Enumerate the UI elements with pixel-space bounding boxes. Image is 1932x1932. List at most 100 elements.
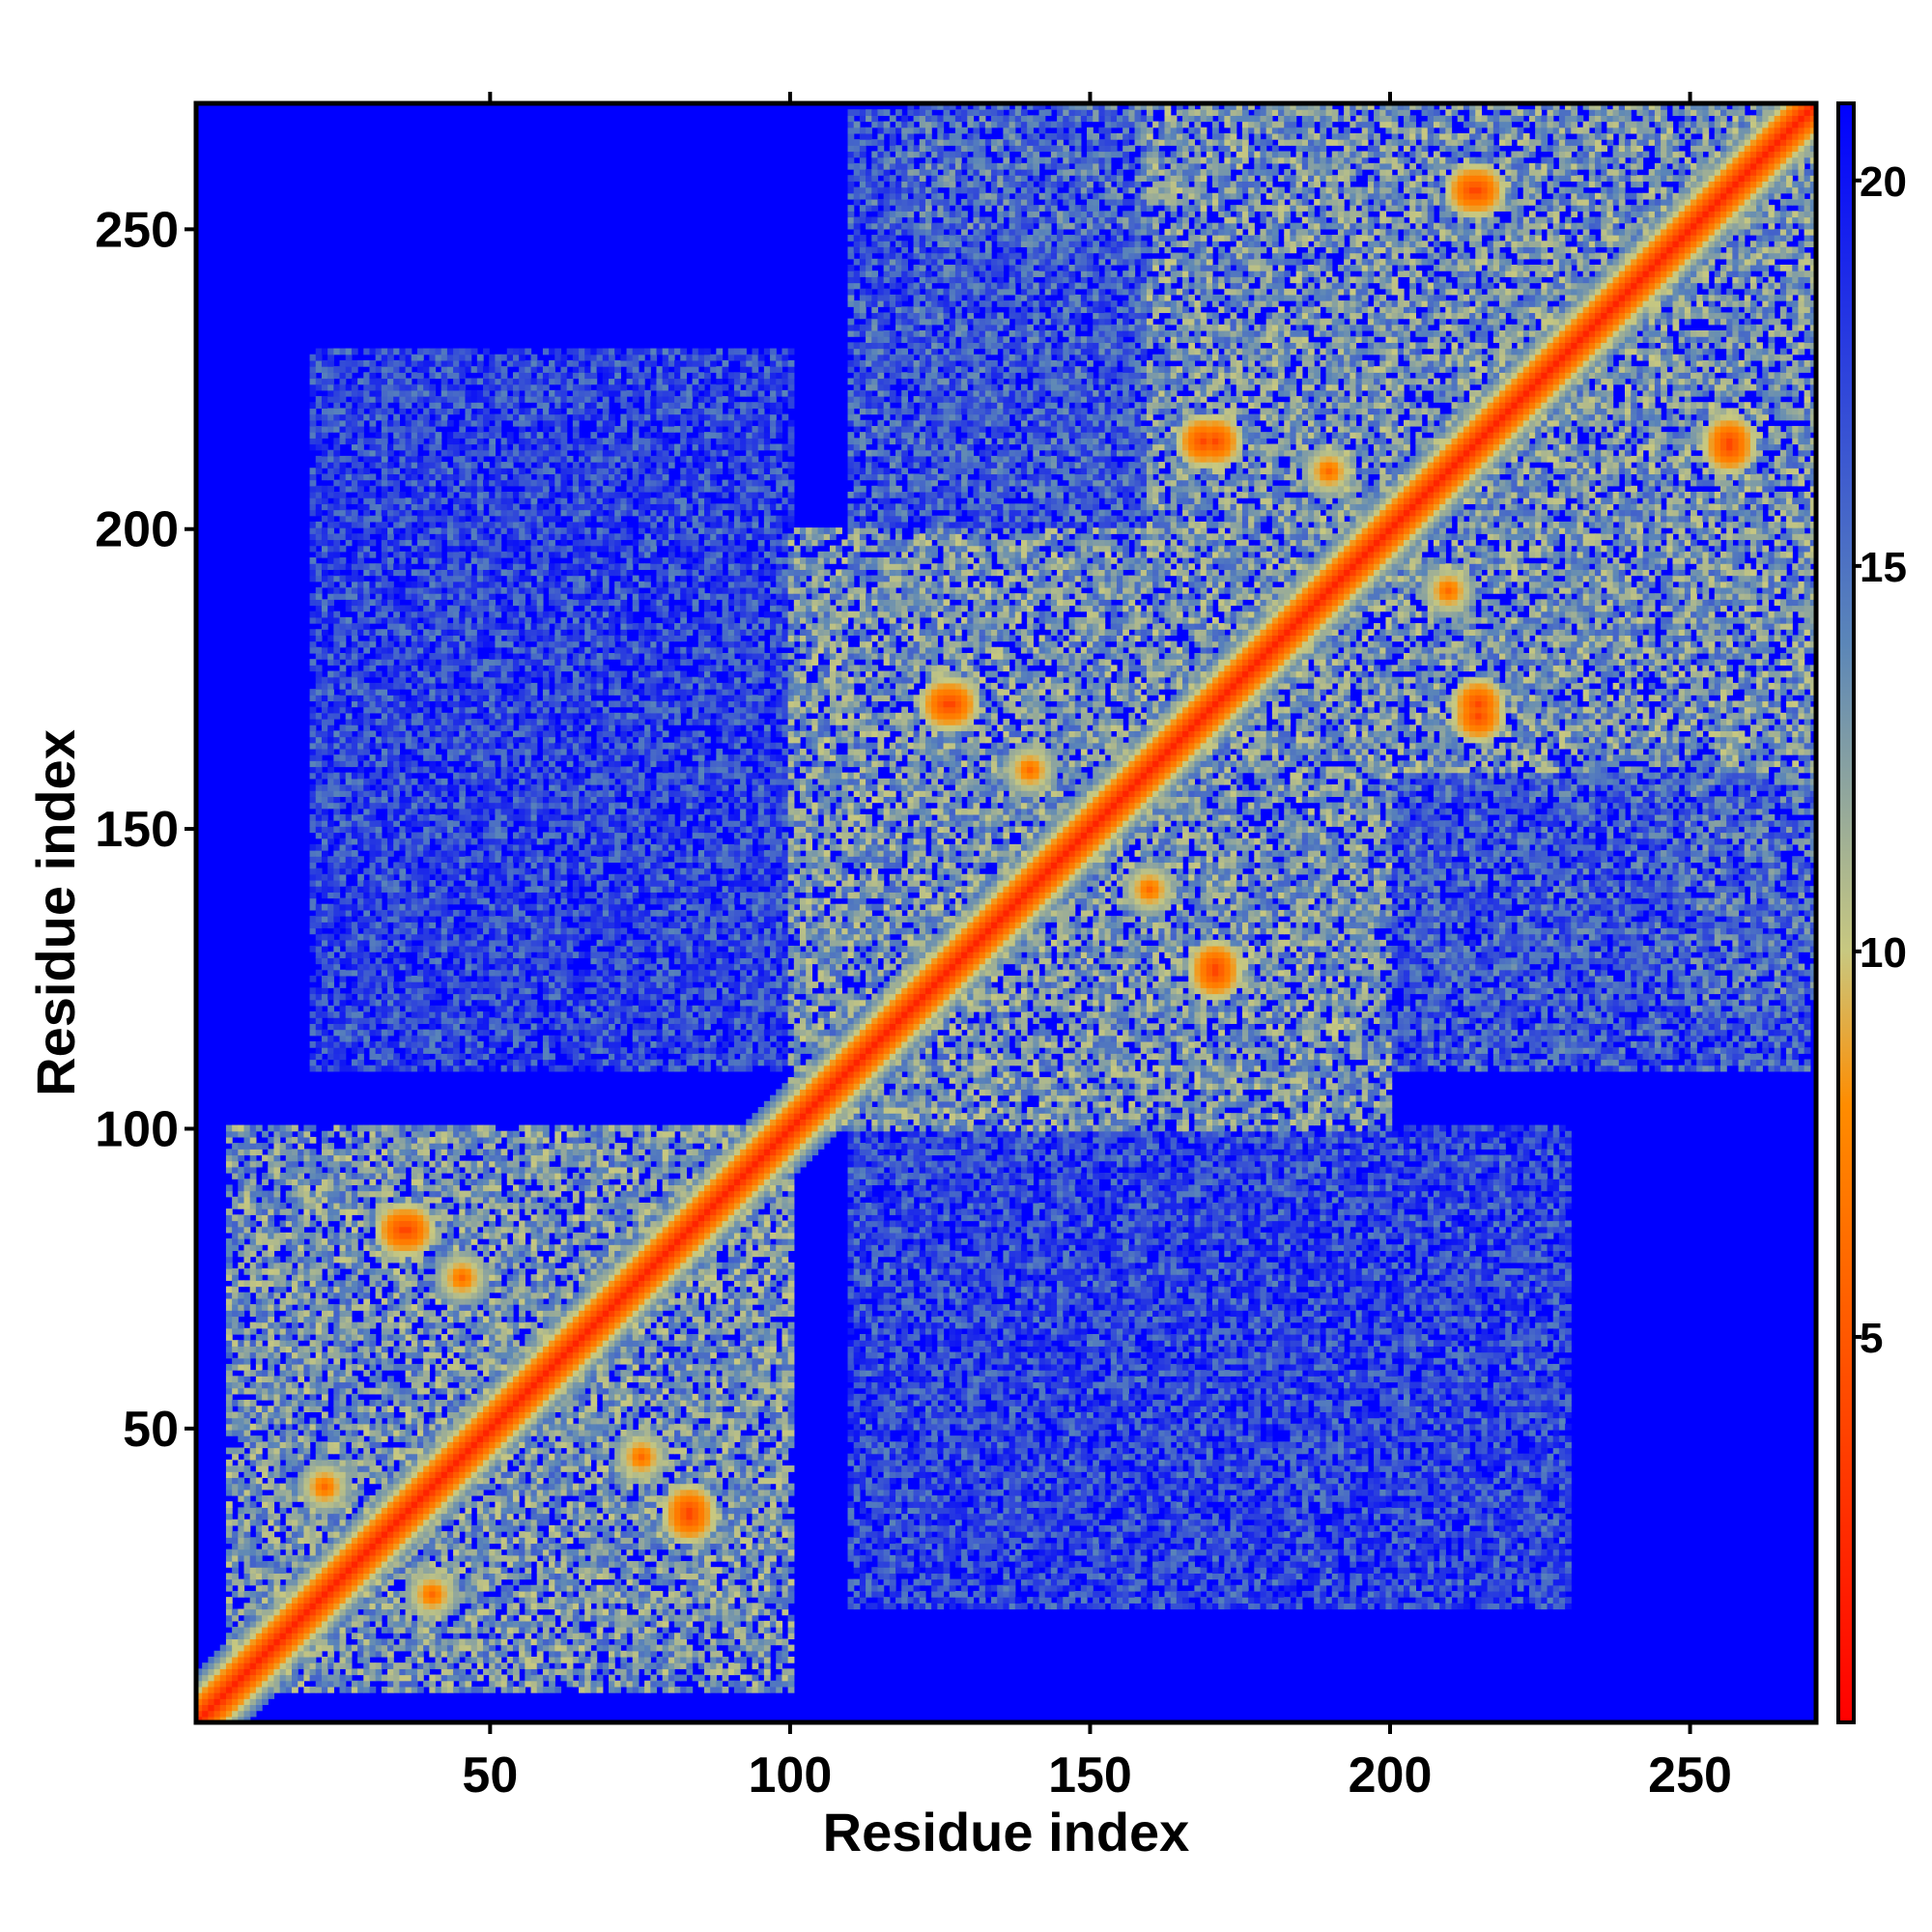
heatmap-cell (232, 1149, 239, 1155)
heatmap-cell (220, 1681, 227, 1688)
heatmap-cell (286, 1645, 293, 1652)
heatmap-cell (268, 1585, 274, 1592)
heatmap-cell (268, 1268, 274, 1275)
heatmap-cell (268, 1293, 274, 1299)
heatmap-cell (250, 1608, 257, 1615)
heatmap-cell (273, 1244, 280, 1251)
heatmap-cell (280, 1340, 287, 1347)
heatmap-cell (280, 1471, 287, 1478)
heatmap-cell (262, 1608, 269, 1615)
heatmap-cell (262, 1675, 269, 1682)
heatmap-cell (262, 1543, 269, 1549)
heatmap-cell (250, 1173, 257, 1179)
heatmap-cell (256, 1465, 263, 1472)
heatmap-cell (244, 1711, 251, 1718)
heatmap-cell (250, 1549, 257, 1556)
heatmap-cell (226, 1603, 233, 1609)
heatmap-cell (226, 1322, 233, 1329)
heatmap-cell (250, 1687, 257, 1693)
heatmap-cell (250, 1657, 257, 1663)
heatmap-cell (238, 1495, 244, 1502)
heatmap-cell (244, 1698, 251, 1705)
heatmap-cell (286, 1561, 293, 1568)
heatmap-cell (232, 1651, 239, 1658)
heatmap-cell (250, 1203, 257, 1209)
heatmap-cell (268, 1334, 274, 1341)
heatmap-cell (250, 1704, 257, 1711)
heatmap-cell (232, 1203, 239, 1209)
heatmap-cell (238, 1698, 244, 1705)
heatmap-cell (273, 1591, 280, 1598)
heatmap-cell (244, 1364, 251, 1371)
heatmap-cell (250, 1406, 257, 1412)
heatmap-cell (250, 1352, 257, 1359)
heatmap-cell (214, 1657, 221, 1663)
heatmap-cell (238, 1490, 244, 1496)
heatmap-cell (273, 1573, 280, 1579)
heatmap-cell (273, 1448, 280, 1455)
heatmap-cell (268, 1687, 274, 1693)
heatmap-cell (238, 1435, 244, 1442)
heatmap-cell (226, 1561, 233, 1568)
heatmap-cell (256, 1280, 263, 1287)
heatmap-cell (273, 1465, 280, 1472)
heatmap-cell (262, 1638, 269, 1645)
heatmap-cell (268, 1280, 274, 1287)
heatmap-cell (226, 1244, 233, 1251)
heatmap-cell (268, 1579, 274, 1586)
heatmap-cell (238, 1525, 244, 1532)
heatmap-cell (208, 1704, 214, 1711)
heatmap-cell (280, 1394, 287, 1401)
heatmap-cell (256, 1370, 263, 1377)
heatmap-cell (250, 1280, 257, 1287)
heatmap-cell (273, 1406, 280, 1412)
heatmap-cell (226, 1137, 233, 1144)
heatmap-cell (262, 1280, 269, 1287)
heatmap-cell (273, 1418, 280, 1425)
heatmap-cell (232, 1627, 239, 1634)
heatmap-cell (273, 1263, 280, 1269)
heatmap-cell (256, 1651, 263, 1658)
heatmap-cell (232, 1143, 239, 1150)
heatmap-cell (262, 1203, 269, 1209)
heatmap-cell (268, 1263, 274, 1269)
heatmap-cell (226, 1257, 233, 1264)
heatmap-cell (280, 1615, 287, 1622)
heatmap-cell (268, 1454, 274, 1461)
heatmap-cell (268, 1221, 274, 1228)
heatmap-cell (280, 1465, 287, 1472)
heatmap-cell (256, 1608, 263, 1615)
heatmap-cell (256, 1394, 263, 1401)
heatmap-cell (256, 1645, 263, 1652)
heatmap-cell (286, 1597, 293, 1604)
heatmap-cell (238, 1376, 244, 1382)
heatmap-cell (238, 1657, 244, 1663)
heatmap-cell (232, 1543, 239, 1549)
heatmap-cell (226, 1400, 233, 1406)
heatmap-cell (273, 1435, 280, 1442)
heatmap-cell (226, 1352, 233, 1359)
heatmap-cell (244, 1471, 251, 1478)
heatmap-cell (268, 1352, 274, 1359)
heatmap-cell (256, 1227, 263, 1234)
heatmap-cell (232, 1154, 239, 1161)
heatmap-cell (280, 1304, 287, 1311)
heatmap-cell (244, 1293, 251, 1299)
heatmap-cell (268, 1125, 274, 1132)
heatmap-cell (262, 1495, 269, 1502)
heatmap-cell (250, 1167, 257, 1174)
heatmap-cell (256, 1346, 263, 1352)
heatmap-cell (273, 1460, 280, 1466)
heatmap-cell (226, 1465, 233, 1472)
heatmap-cell (280, 1149, 287, 1155)
heatmap-cell (256, 1621, 263, 1628)
heatmap-cell (244, 1137, 251, 1144)
heatmap-cell (280, 1507, 287, 1514)
heatmap-cell (286, 1585, 293, 1592)
heatmap-cell (256, 1477, 263, 1484)
heatmap-cell (286, 1675, 293, 1682)
heatmap-cell (226, 1531, 233, 1538)
heatmap-cell (256, 1441, 263, 1448)
heatmap-cell (226, 1376, 233, 1382)
heatmap-cell (273, 1184, 280, 1191)
